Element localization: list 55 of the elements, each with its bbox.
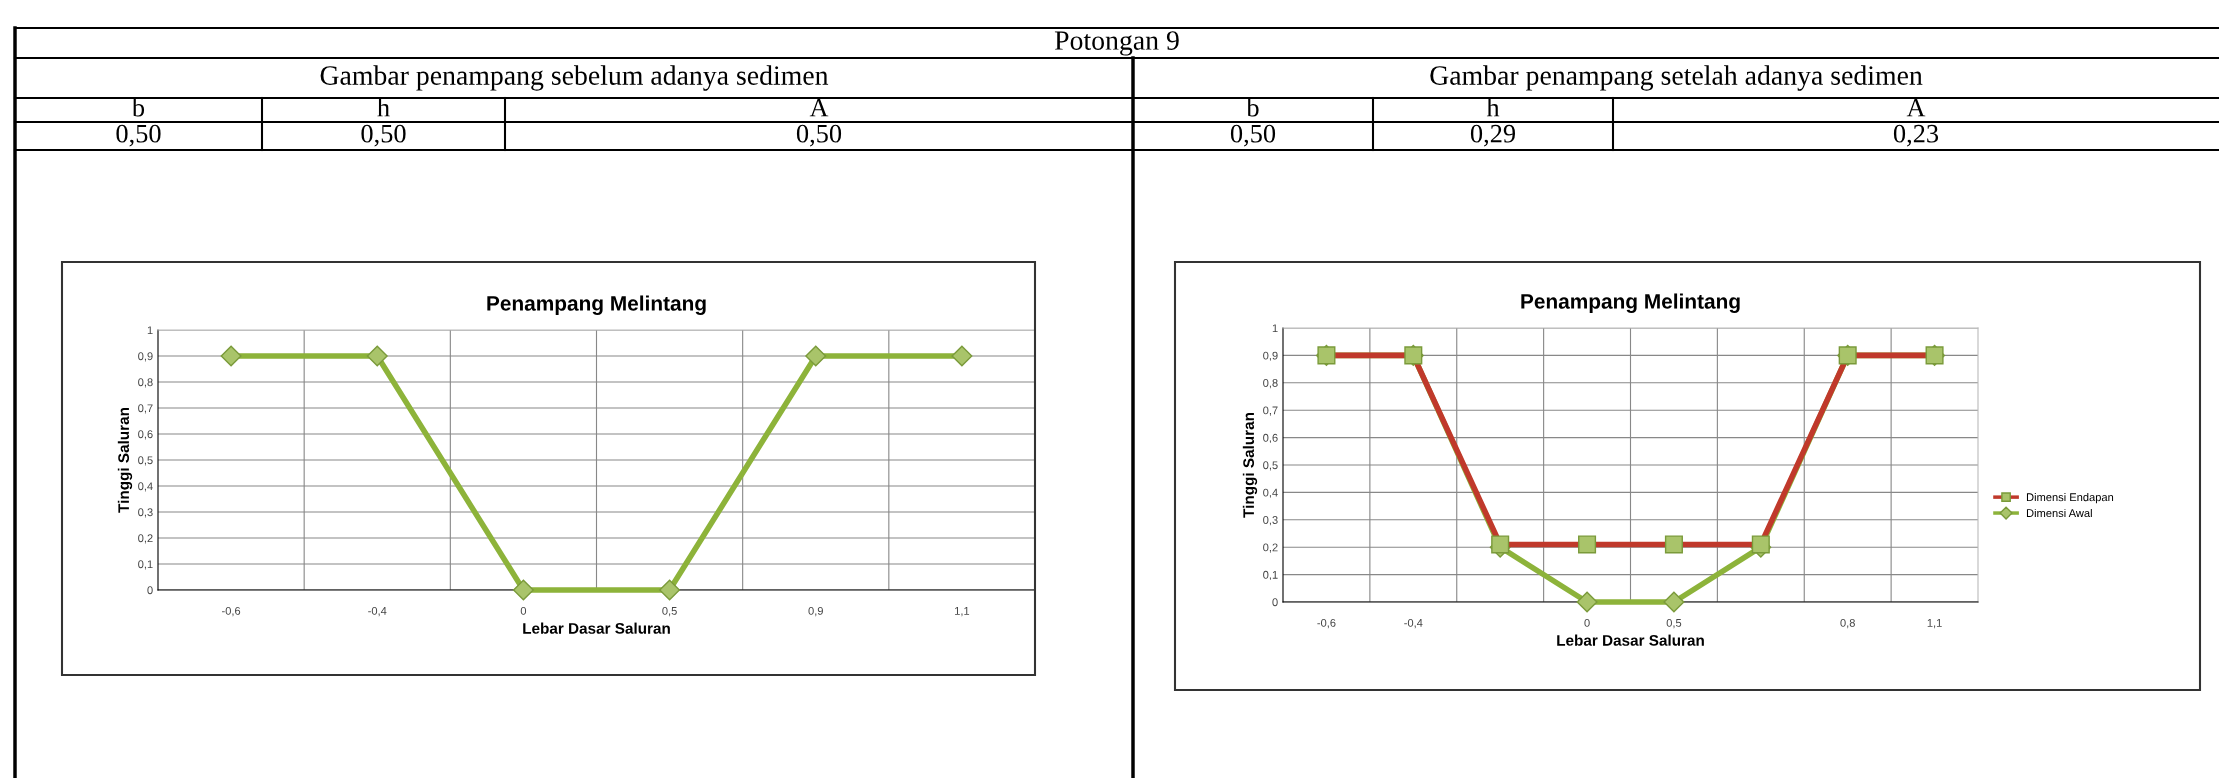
x-tick-label: -0,4 — [1404, 618, 1423, 629]
y-tick-label: 0,5 — [1263, 461, 1278, 471]
y-tick-label: 0,2 — [1263, 543, 1278, 553]
text: A — [809, 98, 829, 117]
x-tick-label: 1,1 — [1927, 619, 1942, 629]
y-tick-label: 0,3 — [138, 508, 153, 518]
y-tick-label: 0,6 — [1263, 433, 1278, 444]
x-tick-label: 0 — [1584, 618, 1590, 627]
y-tick-label: 0,7 — [138, 404, 153, 414]
chart-subtitle: Gambar penampang sebelum adanya sedimen — [320, 65, 829, 91]
text: 0,50 — [1230, 124, 1276, 147]
y-tick-label: 0,8 — [1263, 379, 1278, 389]
text: 0,50 — [796, 124, 842, 147]
chart-subtitle: Gambar penampang setelah adanya sedimen — [1430, 65, 1923, 91]
text: 0,29 — [1470, 124, 1516, 147]
text: 0,50 — [361, 124, 406, 147]
y-tick-label: 0 — [1272, 598, 1278, 607]
x-tick-label: 1,1 — [955, 607, 970, 617]
x-axis-title: Lebar Dasar Saluran — [523, 622, 670, 634]
y-tick-label: 0,3 — [1263, 516, 1278, 526]
x-axis-title: Lebar Dasar Saluran — [1557, 634, 1704, 646]
chart-title: Penampang Melintang — [487, 295, 706, 315]
y-tick-label: 0,2 — [138, 534, 153, 544]
y-tick-label: 0,1 — [138, 560, 153, 570]
y-tick-label: 0 — [147, 586, 153, 595]
y-tick-label: 0,8 — [138, 378, 153, 388]
y-tick-label: 0,7 — [1263, 406, 1278, 416]
x-tick-label: 0 — [520, 606, 527, 615]
y-tick-label: 0,9 — [138, 352, 153, 362]
x-tick-label: 0,8 — [1840, 618, 1855, 629]
x-tick-label: 0,5 — [1666, 618, 1682, 629]
y-tick-label: 0,6 — [138, 430, 153, 440]
y-tick-label: 0,4 — [138, 482, 153, 492]
y-tick-label: 0,9 — [1263, 351, 1278, 361]
x-tick-label: 0,9 — [808, 606, 823, 617]
x-tick-label: 0,5 — [662, 606, 677, 617]
y-axis-title: Tinggi Saluran — [1242, 413, 1258, 518]
legend-label: Dimensi Endapan — [2026, 492, 2114, 504]
y-tick-label: 1 — [147, 326, 153, 335]
text: Potongan 9 — [1054, 31, 1179, 56]
text: 0,23 — [1893, 124, 1939, 147]
legend-label: Dimensi Awal — [2026, 508, 2092, 518]
chart-title: Penampang Melintang — [1521, 293, 1740, 313]
y-tick-label: 0,5 — [138, 456, 153, 466]
x-tick-label: -0,6 — [222, 606, 241, 617]
text: h — [1486, 98, 1500, 117]
y-tick-label: 0,1 — [1263, 570, 1278, 581]
text: A — [1906, 98, 1926, 117]
y-tick-label: 1 — [1272, 324, 1278, 333]
y-tick-label: 0,4 — [1263, 488, 1278, 498]
x-tick-label: -0,6 — [1317, 618, 1336, 629]
text: 0,50 — [116, 124, 161, 147]
text: b — [1246, 98, 1259, 117]
y-axis-title: Tinggi Saluran — [117, 408, 133, 513]
x-tick-label: -0,4 — [368, 606, 387, 617]
